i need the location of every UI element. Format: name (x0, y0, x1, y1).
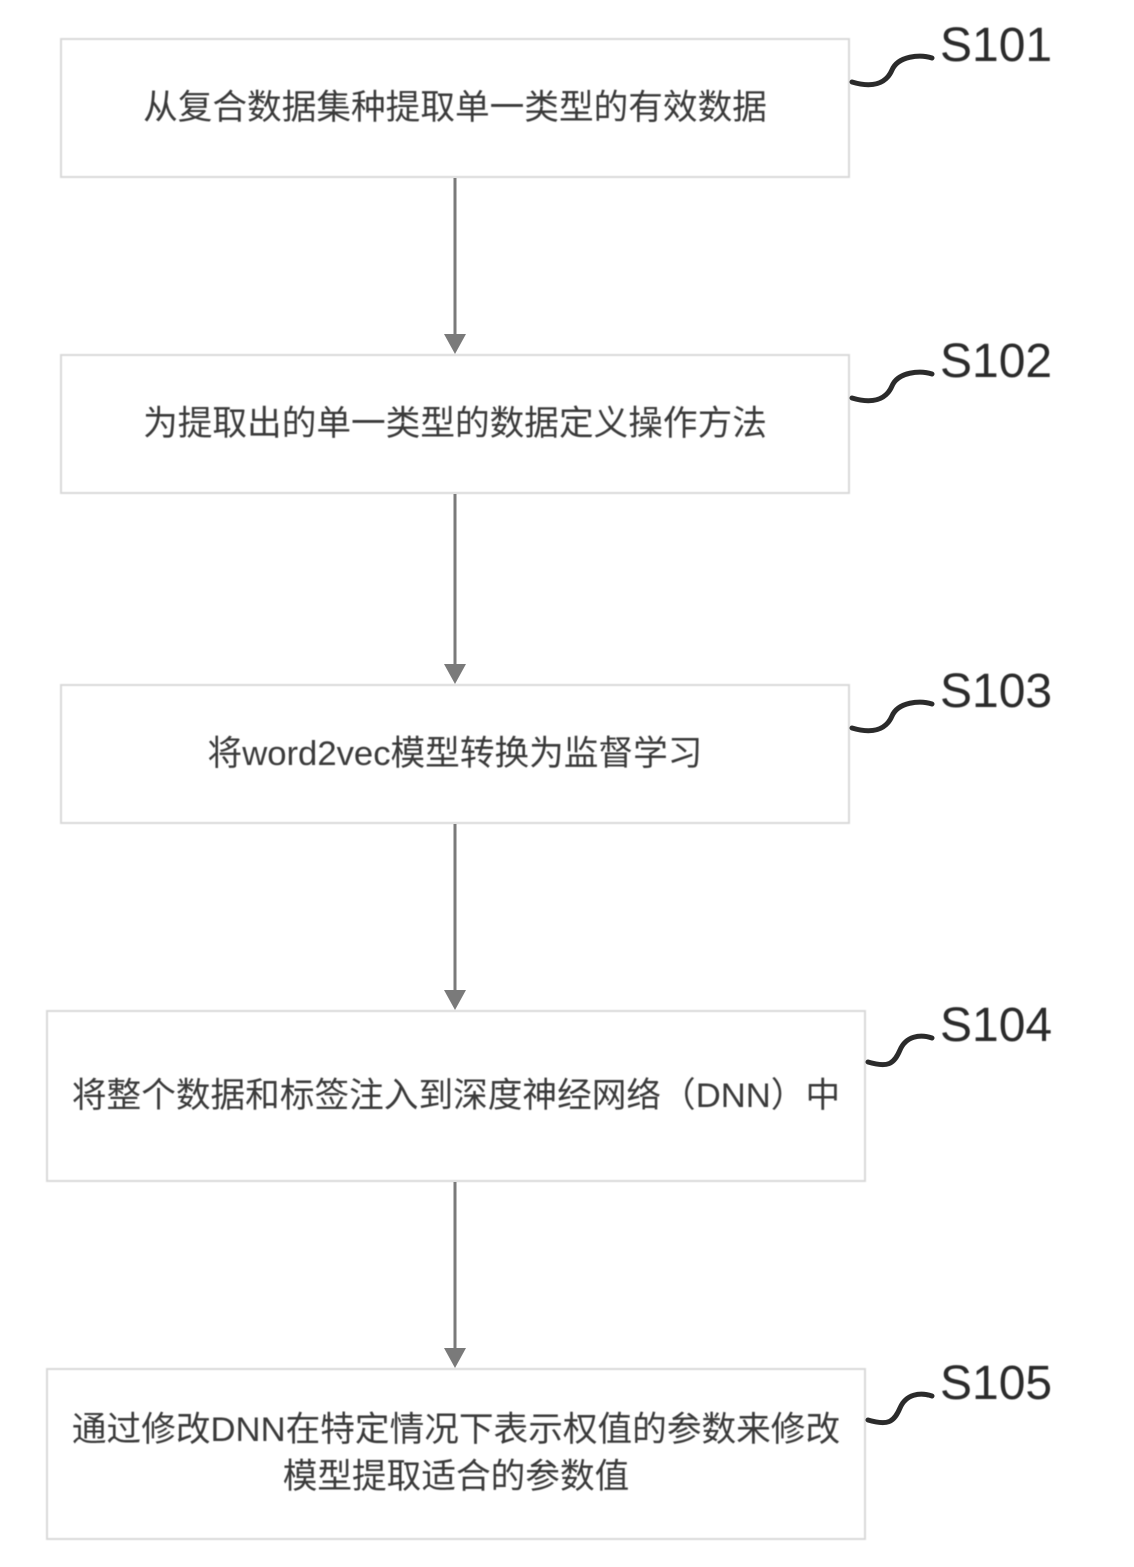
flowchart-node-S103: 将word2vec模型转换为监督学习 (60, 684, 850, 824)
flowchart-node-S102: 为提取出的单一类型的数据定义操作方法 (60, 354, 850, 494)
callout-S101 (842, 48, 962, 112)
arrow-S102-S103 (435, 494, 475, 684)
node-text: 将整个数据和标签注入到深度神经网络（DNN）中 (72, 1073, 840, 1120)
node-text: 将word2vec模型转换为监督学习 (208, 731, 703, 778)
flowchart-canvas: 从复合数据集种提取单一类型的有效数据S101为提取出的单一类型的数据定义操作方法… (0, 0, 1134, 1567)
callout-S103 (842, 694, 962, 758)
flowchart-node-S105: 通过修改DNN在特定情况下表示权值的参数来修改模型提取适合的参数值 (46, 1368, 866, 1540)
arrow-S101-S102 (435, 178, 475, 354)
node-text: 通过修改DNN在特定情况下表示权值的参数来修改模型提取适合的参数值 (68, 1407, 844, 1501)
flowchart-node-S101: 从复合数据集种提取单一类型的有效数据 (60, 38, 850, 178)
callout-S104 (858, 1028, 962, 1092)
arrow-S104-S105 (435, 1182, 475, 1368)
node-text: 为提取出的单一类型的数据定义操作方法 (143, 401, 767, 448)
flowchart-node-S104: 将整个数据和标签注入到深度神经网络（DNN）中 (46, 1010, 866, 1182)
callout-S102 (842, 364, 962, 428)
node-text: 从复合数据集种提取单一类型的有效数据 (143, 85, 767, 132)
callout-S105 (858, 1386, 962, 1450)
arrow-S103-S104 (435, 824, 475, 1010)
